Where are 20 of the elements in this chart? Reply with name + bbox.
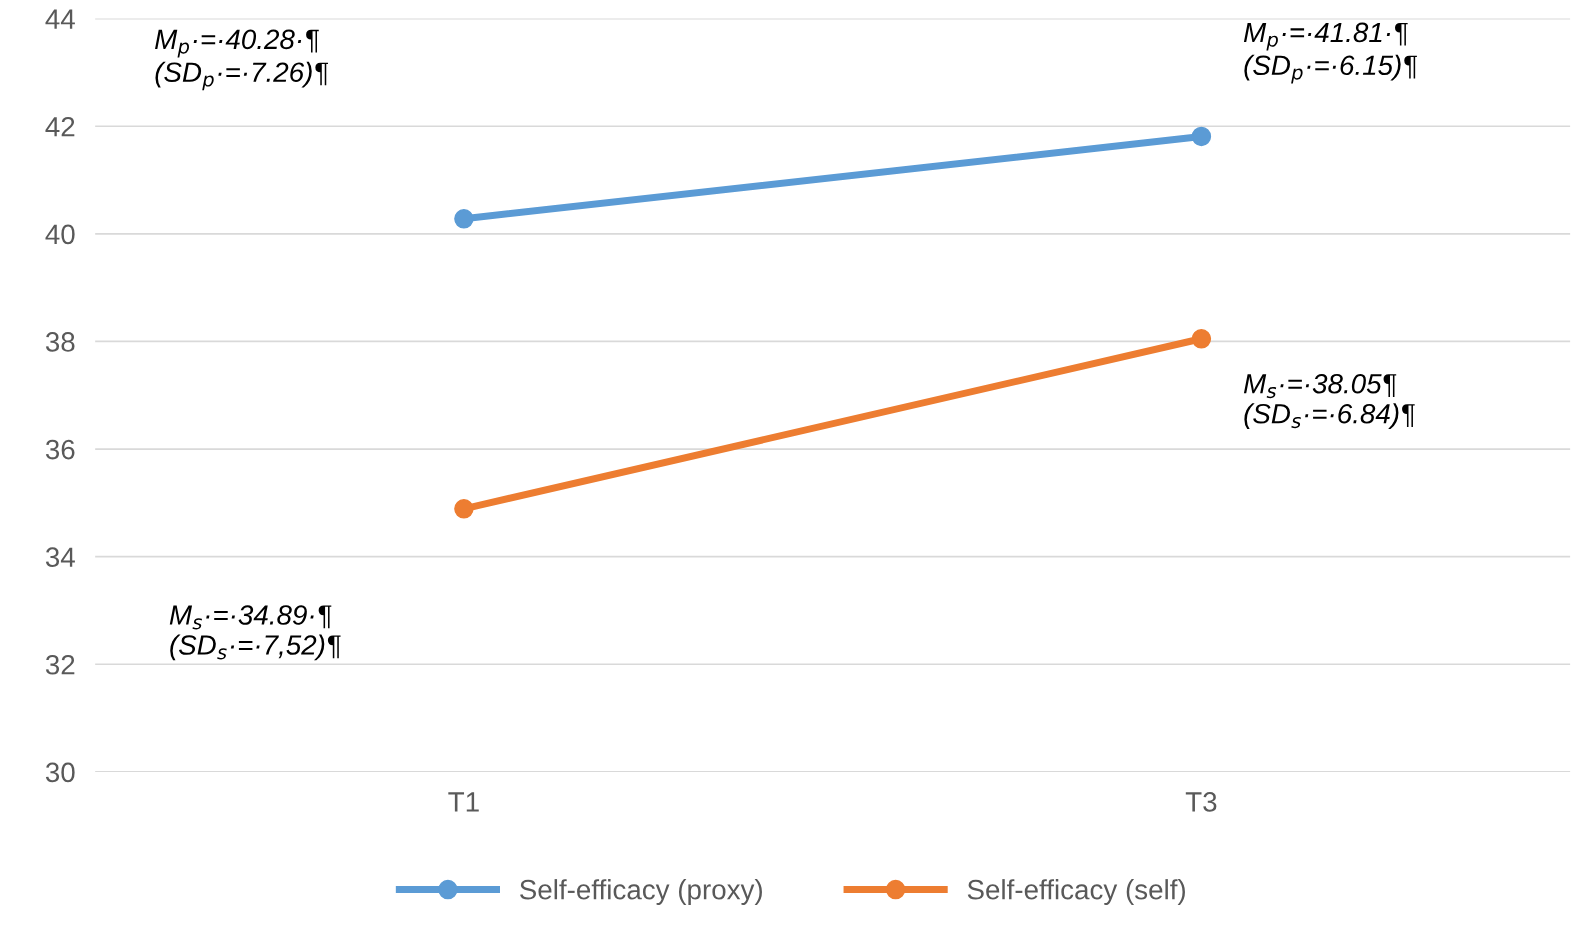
- legend-label: Self-efficacy (proxy): [520, 879, 762, 905]
- point: [454, 209, 474, 229]
- point: [454, 499, 474, 519]
- y-tick-label: 42: [45, 116, 75, 137]
- y-tick-label: 38: [45, 332, 75, 352]
- y-tick-label: 40: [45, 224, 75, 245]
- y-tick-label: 30: [45, 762, 75, 783]
- point: [1191, 329, 1212, 349]
- legend-label: Self-efficacy (self): [967, 879, 1185, 905]
- annotation: M$_{p}$·=·41.81·¶ (SD$_{p}$·=·6.15)¶: [1243, 22, 1417, 84]
- x-tick-label: T3: [1185, 792, 1217, 812]
- y-tick-label: 36: [45, 439, 75, 460]
- annotation: M$_{s}$·=·34.89·¶ (SD$_{s}$·=·7,52)¶: [169, 605, 341, 661]
- y-tick-label: 44: [45, 9, 75, 29]
- point: [1191, 126, 1212, 147]
- y-tick-label: 32: [45, 654, 75, 675]
- x-tick-label: T1: [448, 792, 479, 812]
- annotation: M$_{s}$·=·38.05¶ (SD$_{s}$·=·6.84)¶: [1243, 373, 1415, 430]
- y-tick-label: 34: [45, 547, 75, 568]
- annotation: M$_{p}$·=·40.28·¶ (SD$_{p}$·=·7.26)¶: [155, 29, 329, 91]
